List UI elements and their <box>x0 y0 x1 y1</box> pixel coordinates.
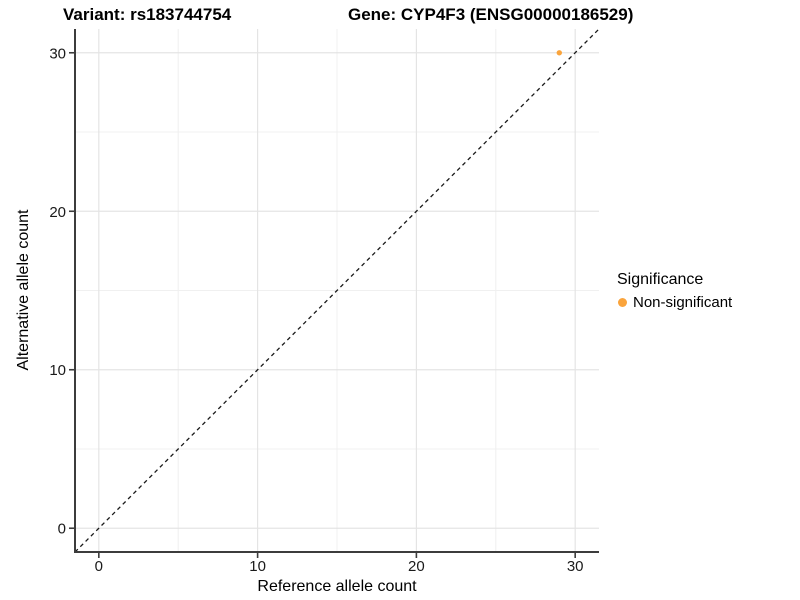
x-tick-label: 20 <box>408 558 425 575</box>
x-axis-title: Reference allele count <box>257 578 417 595</box>
gene-title: Gene: CYP4F3 (ENSG00000186529) <box>348 5 634 24</box>
y-tick-label: 10 <box>49 362 66 379</box>
legend-item: Non-significant <box>618 293 797 311</box>
circle-icon <box>618 297 627 307</box>
legend: Significance Non-significant <box>617 271 797 311</box>
legend-item-label: Non-significant <box>633 293 733 311</box>
x-tick-label: 10 <box>249 558 266 575</box>
data-point <box>556 50 563 56</box>
y-tick-label: 30 <box>49 45 66 62</box>
identity-reference-line <box>74 28 600 553</box>
x-tick-label: 30 <box>567 558 584 575</box>
legend-title: Significance <box>617 271 704 288</box>
y-tick-label: 0 <box>58 521 66 538</box>
y-axis-title: Alternative allele count <box>15 209 32 371</box>
variant-title: Variant: rs183744754 <box>63 5 232 24</box>
y-tick-label: 20 <box>49 204 66 221</box>
x-tick-label: 0 <box>95 558 103 575</box>
